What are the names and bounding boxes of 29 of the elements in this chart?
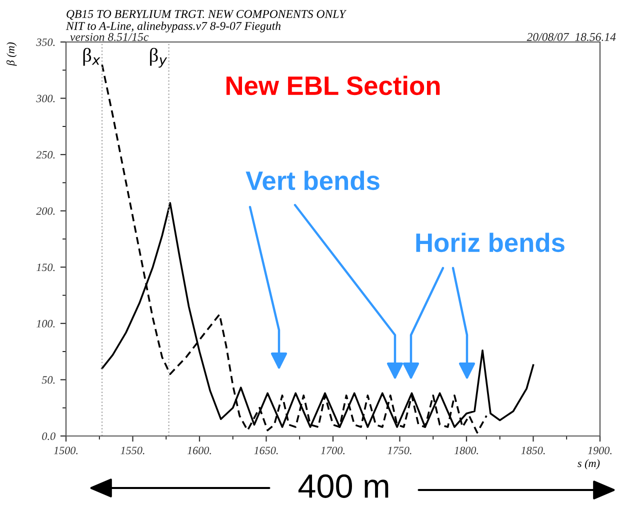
annotation: Horiz bends — [416, 232, 564, 252]
x-tick-label: 1700. — [320, 446, 344, 454]
x-tick-label: 1500. — [54, 446, 78, 454]
y-tick-label: 0.0 — [42, 432, 56, 440]
ref-line-label: β$_{x}$ — [83, 48, 100, 66]
x-tick-label: 1900. — [588, 446, 612, 454]
x-tick-label: 1750. — [388, 446, 412, 454]
text: 400 m — [298, 474, 388, 498]
y-tick-label: 250. — [36, 151, 55, 159]
y-tick-label: 350. — [36, 38, 55, 46]
x-axis-title: s (m) — [578, 459, 600, 470]
y-tick-label: 200. — [36, 207, 55, 215]
y-axis-title: β (m) — [6, 42, 17, 66]
y-tick-label: 50. — [42, 376, 55, 384]
text: version 8.51/15c — [70, 32, 149, 42]
chart-title: QB15 TO BERYLIUM TRGT. NEW COMPONENTS ONLY — [66, 10, 347, 20]
text: 20/08/07 18.56.14 — [526, 32, 616, 42]
x-tick-label: 1600. — [187, 446, 211, 454]
y-tick-label: 150. — [36, 264, 55, 272]
y-tick-label: 100. — [36, 320, 55, 328]
x-tick-label: 1850. — [521, 446, 545, 454]
ref-line-label: β$_{y}$ — [150, 48, 168, 68]
x-tick-label: 1550. — [120, 446, 144, 454]
y-tick-label: 300. — [36, 94, 55, 102]
annotation: Vert bends — [246, 170, 380, 190]
x-tick-label: 1800. — [454, 446, 478, 454]
x-tick-label: 1650. — [254, 446, 278, 454]
annotation: New EBL Section — [226, 76, 440, 96]
chart-subtitle: NIT to A-Line, alinebypass.v7 8-9-07 Fieguth — [66, 22, 281, 32]
